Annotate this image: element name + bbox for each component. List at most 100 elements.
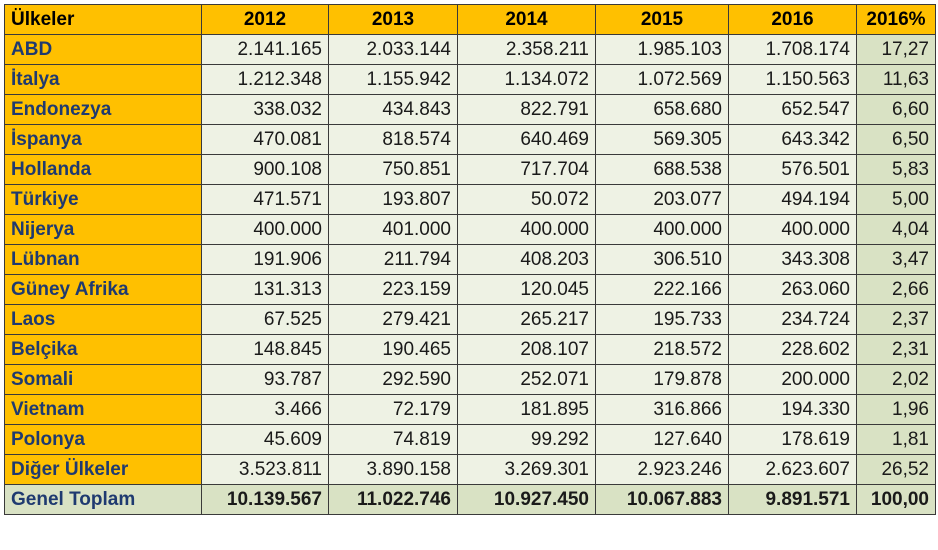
value-cell-2015: 569.305 (595, 124, 729, 155)
value-cell-2016: 400.000 (728, 214, 857, 245)
value-cell-2015: 222.166 (595, 274, 729, 305)
value-cell-2014: 640.469 (457, 124, 596, 155)
value-cell-2014: 1.134.072 (457, 64, 596, 95)
value-cell-2012: 148.845 (201, 334, 329, 365)
value-cell-2014: 50.072 (457, 184, 596, 215)
value-cell-2016: 194.330 (728, 394, 857, 425)
value-cell-2015: 218.572 (595, 334, 729, 365)
country-data-table: Ülkeler 2012 2013 2014 2015 2016 2016% A… (4, 4, 936, 515)
header-row: Ülkeler 2012 2013 2014 2015 2016 2016% (4, 4, 936, 35)
value-cell-2013: 750.851 (328, 154, 458, 185)
value-cell-2015: 1.072.569 (595, 64, 729, 95)
percent-cell: 3,47 (856, 244, 936, 275)
value-cell-2012: 93.787 (201, 364, 329, 395)
percent-cell: 26,52 (856, 454, 936, 485)
percent-cell: 2,31 (856, 334, 936, 365)
value-cell-2014: 408.203 (457, 244, 596, 275)
value-cell-2012: 131.313 (201, 274, 329, 305)
table-row: Nijerya 400.000 401.000 400.000 400.000 400.0… (4, 214, 936, 245)
value-cell-2016: 263.060 (728, 274, 857, 305)
header-2016: 2016 (728, 4, 857, 35)
value-cell-2013: 292.590 (328, 364, 458, 395)
value-cell-2016: 234.724 (728, 304, 857, 335)
value-cell-2013: 3.890.158 (328, 454, 458, 485)
percent-cell: 5,00 (856, 184, 936, 215)
country-name-cell: Belçika (4, 334, 202, 365)
value-cell-2012: 67.525 (201, 304, 329, 335)
header-2013: 2013 (328, 4, 458, 35)
value-cell-2013: 2.033.144 (328, 34, 458, 65)
value-cell-2015: 179.878 (595, 364, 729, 395)
total-label-cell: Genel Toplam (4, 484, 202, 515)
country-name-cell: Nijerya (4, 214, 202, 245)
value-cell-2012: 900.108 (201, 154, 329, 185)
country-name-cell: Lübnan (4, 244, 202, 275)
country-name-cell: Türkiye (4, 184, 202, 215)
value-cell-2014: 99.292 (457, 424, 596, 455)
value-cell-2013: 279.421 (328, 304, 458, 335)
value-cell-2012: 1.212.348 (201, 64, 329, 95)
value-cell-2014: 400.000 (457, 214, 596, 245)
country-name-cell: Vietnam (4, 394, 202, 425)
value-cell-2016: 1.150.563 (728, 64, 857, 95)
value-cell-2013: 818.574 (328, 124, 458, 155)
value-cell-2015: 195.733 (595, 304, 729, 335)
header-2012: 2012 (201, 4, 329, 35)
table-row: Diğer Ülkeler 3.523.811 3.890.158 3.269.301… (4, 454, 936, 485)
value-cell-2014: 265.217 (457, 304, 596, 335)
total-value-cell-2015: 10.067.883 (595, 484, 729, 515)
value-cell-2013: 193.807 (328, 184, 458, 215)
percent-cell: 6,60 (856, 94, 936, 125)
table-row: İtalya 1.212.348 1.155.942 1.134.072 1.072.5… (4, 64, 936, 95)
table-row: Endonezya 338.032 434.843 822.791 658.680 652… (4, 94, 936, 125)
table-row: Somali 93.787 292.590 252.071 179.878 200.000… (4, 364, 936, 395)
value-cell-2013: 72.179 (328, 394, 458, 425)
percent-cell: 11,63 (856, 64, 936, 95)
total-value-cell-2013: 11.022.746 (328, 484, 458, 515)
value-cell-2016: 576.501 (728, 154, 857, 185)
value-cell-2012: 191.906 (201, 244, 329, 275)
country-name-cell: Diğer Ülkeler (4, 454, 202, 485)
value-cell-2015: 688.538 (595, 154, 729, 185)
header-2015: 2015 (595, 4, 729, 35)
value-cell-2016: 643.342 (728, 124, 857, 155)
table-row: Türkiye 471.571 193.807 50.072 203.077 494.19… (4, 184, 936, 215)
percent-cell: 5,83 (856, 154, 936, 185)
percent-cell: 2,37 (856, 304, 936, 335)
percent-cell: 2,66 (856, 274, 936, 305)
value-cell-2013: 434.843 (328, 94, 458, 125)
value-cell-2014: 208.107 (457, 334, 596, 365)
country-name-cell: Polonya (4, 424, 202, 455)
value-cell-2015: 400.000 (595, 214, 729, 245)
value-cell-2012: 400.000 (201, 214, 329, 245)
table-row: Belçika 148.845 190.465 208.107 218.572 228.6… (4, 334, 936, 365)
value-cell-2015: 316.866 (595, 394, 729, 425)
country-name-cell: Hollanda (4, 154, 202, 185)
value-cell-2015: 658.680 (595, 94, 729, 125)
value-cell-2016: 343.308 (728, 244, 857, 275)
value-cell-2013: 401.000 (328, 214, 458, 245)
table-row: Vietnam 3.466 72.179 181.895 316.866 194.330 1… (4, 394, 936, 425)
value-cell-2015: 2.923.246 (595, 454, 729, 485)
value-cell-2014: 822.791 (457, 94, 596, 125)
total-value-cell-2012: 10.139.567 (201, 484, 329, 515)
country-name-cell: Güney Afrika (4, 274, 202, 305)
value-cell-2014: 252.071 (457, 364, 596, 395)
value-cell-2012: 45.609 (201, 424, 329, 455)
value-cell-2012: 3.466 (201, 394, 329, 425)
total-value-cell-2016: 9.891.571 (728, 484, 857, 515)
value-cell-2013: 1.155.942 (328, 64, 458, 95)
value-cell-2016: 1.708.174 (728, 34, 857, 65)
value-cell-2016: 652.547 (728, 94, 857, 125)
value-cell-2016: 178.619 (728, 424, 857, 455)
value-cell-2014: 181.895 (457, 394, 596, 425)
value-cell-2013: 190.465 (328, 334, 458, 365)
header-2014: 2014 (457, 4, 596, 35)
value-cell-2012: 471.571 (201, 184, 329, 215)
value-cell-2014: 717.704 (457, 154, 596, 185)
table-row: İspanya 470.081 818.574 640.469 569.305 643.3… (4, 124, 936, 155)
table-row: Lübnan 191.906 211.794 408.203 306.510 343.30… (4, 244, 936, 275)
total-percent-cell: 100,00 (856, 484, 936, 515)
value-cell-2016: 2.623.607 (728, 454, 857, 485)
value-cell-2013: 223.159 (328, 274, 458, 305)
